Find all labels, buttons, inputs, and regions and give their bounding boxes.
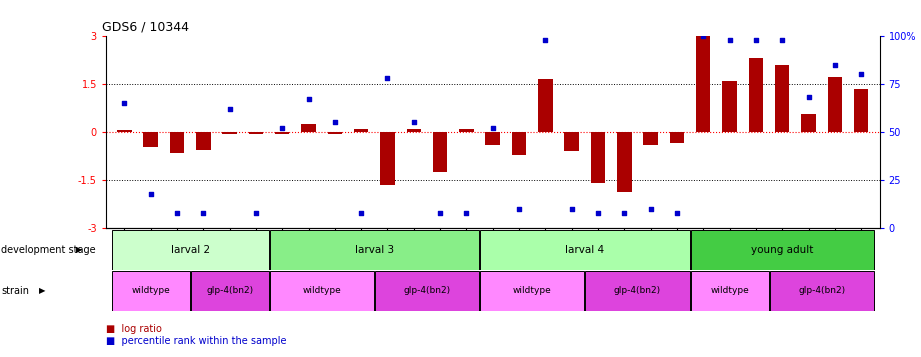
- Text: development stage: development stage: [1, 245, 96, 255]
- Point: [775, 37, 789, 42]
- Bar: [538, 79, 553, 132]
- Bar: [722, 81, 737, 132]
- Bar: [775, 65, 789, 132]
- Text: ■  log ratio: ■ log ratio: [106, 324, 162, 334]
- Bar: [249, 132, 263, 134]
- Point: [222, 106, 237, 112]
- Bar: [117, 131, 132, 132]
- Bar: [275, 132, 289, 134]
- Bar: [301, 124, 316, 132]
- Bar: [433, 132, 448, 172]
- Point: [696, 33, 711, 39]
- Point: [827, 62, 842, 67]
- Bar: [480, 230, 690, 270]
- Point: [854, 71, 869, 77]
- Text: ▶: ▶: [39, 286, 45, 296]
- Text: wildtype: wildtype: [513, 286, 552, 296]
- Text: glp-4(bn2): glp-4(bn2): [799, 286, 845, 296]
- Bar: [328, 132, 342, 134]
- Point: [406, 120, 421, 125]
- Point: [617, 210, 632, 216]
- Bar: [270, 230, 479, 270]
- Bar: [670, 132, 684, 144]
- Point: [565, 206, 579, 212]
- Point: [117, 100, 132, 106]
- Bar: [196, 132, 211, 150]
- Point: [801, 95, 816, 100]
- Bar: [375, 271, 479, 311]
- Bar: [270, 271, 374, 311]
- Point: [328, 120, 343, 125]
- Point: [485, 125, 500, 131]
- Point: [512, 206, 527, 212]
- Point: [722, 37, 737, 42]
- Point: [249, 210, 263, 216]
- Bar: [644, 132, 658, 145]
- Bar: [406, 129, 421, 132]
- Bar: [770, 271, 874, 311]
- Bar: [354, 129, 368, 132]
- Point: [590, 210, 605, 216]
- Bar: [380, 132, 395, 185]
- Text: wildtype: wildtype: [302, 286, 341, 296]
- Text: glp-4(bn2): glp-4(bn2): [403, 286, 450, 296]
- Bar: [169, 132, 184, 153]
- Point: [749, 37, 764, 42]
- Bar: [565, 132, 579, 151]
- Bar: [191, 271, 269, 311]
- Bar: [828, 77, 842, 132]
- Point: [380, 75, 395, 81]
- Point: [459, 210, 473, 216]
- Text: larval 4: larval 4: [565, 245, 604, 255]
- Text: GDS6 / 10344: GDS6 / 10344: [102, 20, 189, 33]
- Bar: [696, 36, 710, 132]
- Point: [169, 210, 184, 216]
- Point: [144, 191, 158, 197]
- Text: larval 2: larval 2: [170, 245, 210, 255]
- Point: [433, 210, 448, 216]
- Bar: [617, 132, 632, 191]
- Bar: [590, 132, 605, 183]
- Point: [196, 210, 211, 216]
- Text: glp-4(bn2): glp-4(bn2): [614, 286, 661, 296]
- Bar: [512, 132, 526, 155]
- Bar: [485, 132, 500, 145]
- Point: [354, 210, 368, 216]
- Bar: [691, 271, 768, 311]
- Bar: [691, 230, 874, 270]
- Bar: [111, 271, 190, 311]
- Bar: [801, 114, 816, 132]
- Text: larval 3: larval 3: [355, 245, 394, 255]
- Text: wildtype: wildtype: [710, 286, 749, 296]
- Point: [274, 125, 289, 131]
- Bar: [586, 271, 690, 311]
- Text: young adult: young adult: [751, 245, 813, 255]
- Bar: [222, 132, 237, 134]
- Point: [670, 210, 684, 216]
- Text: wildtype: wildtype: [132, 286, 170, 296]
- Text: glp-4(bn2): glp-4(bn2): [206, 286, 253, 296]
- Bar: [111, 230, 269, 270]
- Bar: [749, 58, 764, 132]
- Bar: [854, 89, 869, 132]
- Bar: [144, 132, 157, 147]
- Bar: [460, 129, 473, 132]
- Text: ▶: ▶: [76, 245, 83, 255]
- Text: ■  percentile rank within the sample: ■ percentile rank within the sample: [106, 336, 286, 346]
- Text: strain: strain: [1, 286, 29, 296]
- Bar: [480, 271, 584, 311]
- Point: [538, 37, 553, 42]
- Point: [643, 206, 658, 212]
- Point: [301, 96, 316, 102]
